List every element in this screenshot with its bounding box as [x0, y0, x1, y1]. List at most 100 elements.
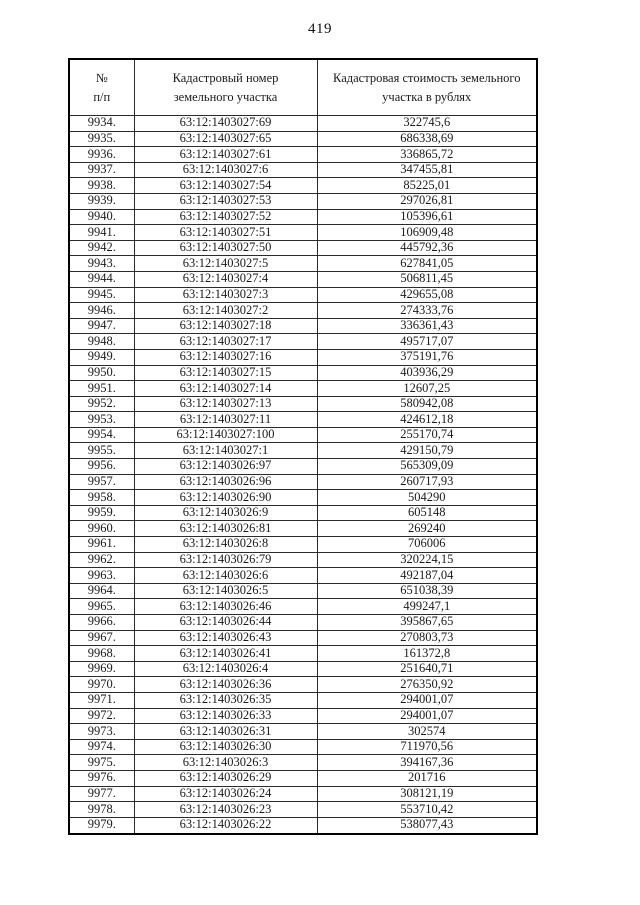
- cell-row-number: 9939.: [68, 192, 135, 210]
- cell-cadastral-number: 63:12:1403026:96: [133, 473, 318, 491]
- cell-cadastral-value: 294001,07: [316, 691, 538, 709]
- cell-cadastral-number: 63:12:1403026:44: [133, 614, 318, 631]
- cell-row-number: 9973.: [68, 723, 135, 740]
- cell-cadastral-number: 63:12:1403026:97: [133, 458, 318, 475]
- table-row: 9941. 63:12:1403027:51 106909,48: [68, 224, 538, 241]
- cell-row-number: 9943.: [68, 255, 135, 272]
- cell-row-number: 9937.: [68, 161, 135, 179]
- table-row: 9954. 63:12:1403027:100 255170,74: [68, 426, 538, 444]
- table-row: 9963. 63:12:1403026:6 492187,04: [68, 567, 538, 584]
- cell-cadastral-number: 63:12:1403026:22: [133, 816, 318, 835]
- cell-cadastral-number: 63:12:1403026:41: [133, 645, 318, 662]
- table-row: 9950. 63:12:1403027:15 403936,29: [68, 364, 538, 382]
- cell-row-number: 9940.: [68, 208, 135, 226]
- cell-cadastral-number: 63:12:1403027:1: [133, 442, 318, 460]
- cell-row-number: 9956.: [68, 458, 135, 475]
- table-row: 9949. 63:12:1403027:16 375191,76: [68, 348, 538, 366]
- cell-row-number: 9954.: [68, 426, 135, 444]
- cell-cadastral-value: 201716: [316, 769, 538, 787]
- cell-cadastral-value: 255170,74: [316, 426, 538, 444]
- table-row: 9940. 63:12:1403027:52 105396,61: [68, 208, 538, 226]
- cell-cadastral-value: 605148: [316, 504, 538, 522]
- cadastral-table: № п/п Кадастровый номер земельного участ…: [68, 58, 538, 835]
- cell-cadastral-number: 63:12:1403026:8: [133, 536, 318, 553]
- cell-cadastral-value: 105396,61: [316, 208, 538, 226]
- table-body: 9934. 63:12:1403027:69 322745,6 9935. 63…: [68, 115, 538, 835]
- cell-cadastral-value: 347455,81: [316, 161, 538, 179]
- table-row: 9971. 63:12:1403026:35 294001,07: [68, 691, 538, 709]
- cell-row-number: 9959.: [68, 504, 135, 522]
- table-row: 9976. 63:12:1403026:29 201716: [68, 769, 538, 787]
- cell-cadastral-number: 63:12:1403027:15: [133, 364, 318, 382]
- cell-cadastral-number: 63:12:1403027:5: [133, 255, 318, 272]
- table-row: 9953. 63:12:1403027:11 424612,18: [68, 411, 538, 428]
- cell-cadastral-value: 424612,18: [316, 411, 538, 428]
- cell-cadastral-number: 63:12:1403027:11: [133, 411, 318, 428]
- cell-row-number: 9942.: [68, 239, 135, 257]
- cell-cadastral-number: 63:12:1403026:43: [133, 629, 318, 647]
- cell-cadastral-value: 429655,08: [316, 286, 538, 304]
- cell-cadastral-value: 395867,65: [316, 614, 538, 631]
- cell-cadastral-value: 506811,45: [316, 270, 538, 288]
- table-row: 9960. 63:12:1403026:81 269240: [68, 520, 538, 538]
- cell-cadastral-number: 63:12:1403026:46: [133, 598, 318, 615]
- cell-row-number: 9948.: [68, 333, 135, 350]
- cell-row-number: 9946.: [68, 302, 135, 319]
- cell-cadastral-number: 63:12:1403026:35: [133, 691, 318, 709]
- cell-cadastral-value: 297026,81: [316, 192, 538, 210]
- table-row: 9958. 63:12:1403026:90 504290: [68, 489, 538, 506]
- cell-cadastral-number: 63:12:1403027:65: [133, 130, 318, 148]
- cell-cadastral-value: 106909,48: [316, 224, 538, 241]
- cell-row-number: 9957.: [68, 473, 135, 491]
- cell-row-number: 9936.: [68, 146, 135, 163]
- table-row: 9979. 63:12:1403026:22 538077,43: [68, 816, 538, 835]
- cell-cadastral-number: 63:12:1403027:100: [133, 426, 318, 444]
- cell-row-number: 9945.: [68, 286, 135, 304]
- cell-row-number: 9961.: [68, 536, 135, 553]
- cell-cadastral-value: 336361,43: [316, 317, 538, 335]
- table-row: 9939. 63:12:1403027:53 297026,81: [68, 192, 538, 210]
- table-header-row: № п/п Кадастровый номер земельного участ…: [68, 58, 538, 116]
- page-number: 419: [308, 21, 332, 37]
- cell-row-number: 9955.: [68, 442, 135, 460]
- cell-cadastral-value: 269240: [316, 520, 538, 538]
- cell-cadastral-number: 63:12:1403027:14: [133, 380, 318, 397]
- cell-cadastral-value: 336865,72: [316, 146, 538, 163]
- cell-row-number: 9966.: [68, 614, 135, 631]
- table-row: 9975. 63:12:1403026:3 394167,36: [68, 754, 538, 771]
- table-row: 9967. 63:12:1403026:43 270803,73: [68, 629, 538, 647]
- cell-cadastral-value: 270803,73: [316, 629, 538, 647]
- cell-row-number: 9962.: [68, 551, 135, 569]
- cell-cadastral-number: 63:12:1403026:31: [133, 723, 318, 740]
- table-row: 9974. 63:12:1403026:30 711970,56: [68, 738, 538, 756]
- cell-row-number: 9976.: [68, 769, 135, 787]
- table-row: 9944. 63:12:1403027:4 506811,45: [68, 270, 538, 288]
- cell-cadastral-value: 375191,76: [316, 348, 538, 366]
- cell-cadastral-value: 251640,71: [316, 660, 538, 678]
- table-row: 9937. 63:12:1403027:6 347455,81: [68, 161, 538, 179]
- table-row: 9957. 63:12:1403026:96 260717,93: [68, 473, 538, 491]
- cell-cadastral-number: 63:12:1403027:51: [133, 224, 318, 241]
- header-cadastral-number: Кадастровый номер земельного участка: [133, 58, 318, 116]
- cell-cadastral-value: 627841,05: [316, 255, 538, 272]
- cell-cadastral-number: 63:12:1403026:79: [133, 551, 318, 569]
- cell-cadastral-number: 63:12:1403026:5: [133, 582, 318, 600]
- table-row: 9935. 63:12:1403027:65 686338,69: [68, 130, 538, 148]
- cell-cadastral-number: 63:12:1403026:24: [133, 785, 318, 803]
- table-row: 9962. 63:12:1403026:79 320224,15: [68, 551, 538, 569]
- cell-cadastral-number: 63:12:1403026:33: [133, 707, 318, 725]
- cell-cadastral-number: 63:12:1403026:81: [133, 520, 318, 538]
- cell-row-number: 9952.: [68, 395, 135, 413]
- cell-cadastral-number: 63:12:1403026:23: [133, 801, 318, 818]
- table-row: 9943. 63:12:1403027:5 627841,05: [68, 255, 538, 272]
- table-row: 9936. 63:12:1403027:61 336865,72: [68, 146, 538, 163]
- cell-cadastral-value: 161372,8: [316, 645, 538, 662]
- cell-cadastral-number: 63:12:1403027:13: [133, 395, 318, 413]
- table-row: 9970. 63:12:1403026:36 276350,92: [68, 676, 538, 693]
- cell-cadastral-value: 85225,01: [316, 177, 538, 194]
- cell-row-number: 9965.: [68, 598, 135, 615]
- cell-cadastral-value: 686338,69: [316, 130, 538, 148]
- cell-cadastral-number: 63:12:1403027:6: [133, 161, 318, 179]
- table-row: 9968. 63:12:1403026:41 161372,8: [68, 645, 538, 662]
- cell-cadastral-number: 63:12:1403027:16: [133, 348, 318, 366]
